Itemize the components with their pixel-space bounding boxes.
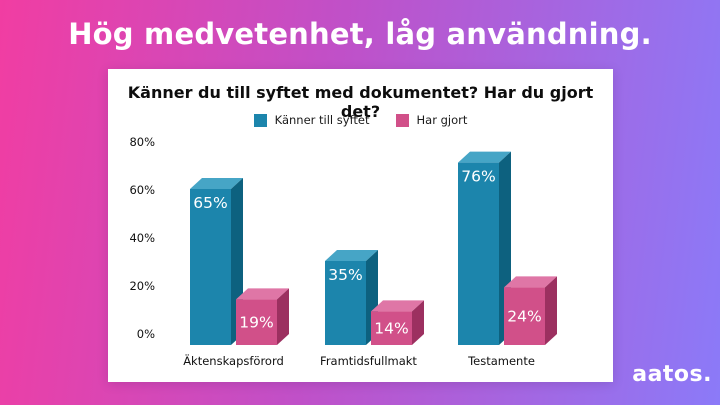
- bar-value-label: 65%: [193, 194, 227, 212]
- bar-side-face: [545, 276, 557, 345]
- bar-value-label: 35%: [328, 266, 362, 284]
- chart-legend: Känner till syftet Har gjort: [108, 113, 613, 127]
- bar-top-face: [190, 178, 243, 189]
- y-tick-label: 60%: [129, 183, 155, 197]
- chart-card: 0% 20% 40% 60% 80% 65% 19% Äktenskapsförord 35% 1…: [108, 69, 613, 382]
- bar-top-face: [371, 300, 424, 312]
- category-label: Äktenskapsförord: [183, 353, 284, 368]
- legend-item-kanner-till-syftet: Känner till syftet: [253, 113, 370, 127]
- bar-value-label: 19%: [239, 314, 273, 332]
- bar-value-label: 14%: [374, 320, 408, 338]
- bar-front-face: [236, 299, 277, 345]
- bar-value-label: 24%: [507, 308, 541, 326]
- category-label: Testamente: [467, 354, 535, 368]
- bar-front-face: [504, 287, 545, 345]
- bar-top-face: [236, 288, 289, 300]
- bar-front-face: [190, 189, 231, 345]
- category-label: Framtidsfullmakt: [320, 354, 417, 368]
- chart-title: Känner du till syftet med dokumentet? Ha…: [127, 83, 594, 121]
- bar-front-face: [371, 311, 412, 345]
- bar-chart-plot: 0% 20% 40% 60% 80% 65% 19% Äktenskapsförord 35% 1…: [108, 69, 613, 382]
- page-title: Hög medvetenhet, låg användning.: [68, 17, 652, 51]
- legend-item-har-gjort: Har gjort: [395, 113, 468, 127]
- teal-legend-swatch-icon: [253, 113, 267, 127]
- bar-side-face: [412, 300, 424, 345]
- y-tick-label: 80%: [129, 135, 155, 149]
- bar-side-face: [277, 288, 289, 345]
- y-tick-label: 0%: [137, 327, 155, 341]
- bar-front-face: [325, 261, 366, 345]
- legend-label: Känner till syftet: [274, 113, 370, 127]
- aatos-logo: aatos.: [632, 362, 712, 387]
- y-tick-label: 20%: [129, 279, 155, 293]
- bar-top-face: [458, 151, 511, 163]
- bar-top-face: [325, 250, 378, 261]
- bar-front-face: [458, 162, 499, 345]
- legend-label: Har gjort: [416, 113, 468, 127]
- bar-value-label: 76%: [461, 168, 495, 186]
- y-tick-label: 40%: [129, 231, 155, 245]
- pink-legend-swatch-icon: [395, 113, 409, 127]
- bar-chart-canvas: 0% 20% 40% 60% 80% 65% 19% Äktenskapsförord 35% 1…: [129, 135, 557, 368]
- bar-top-face: [504, 276, 557, 288]
